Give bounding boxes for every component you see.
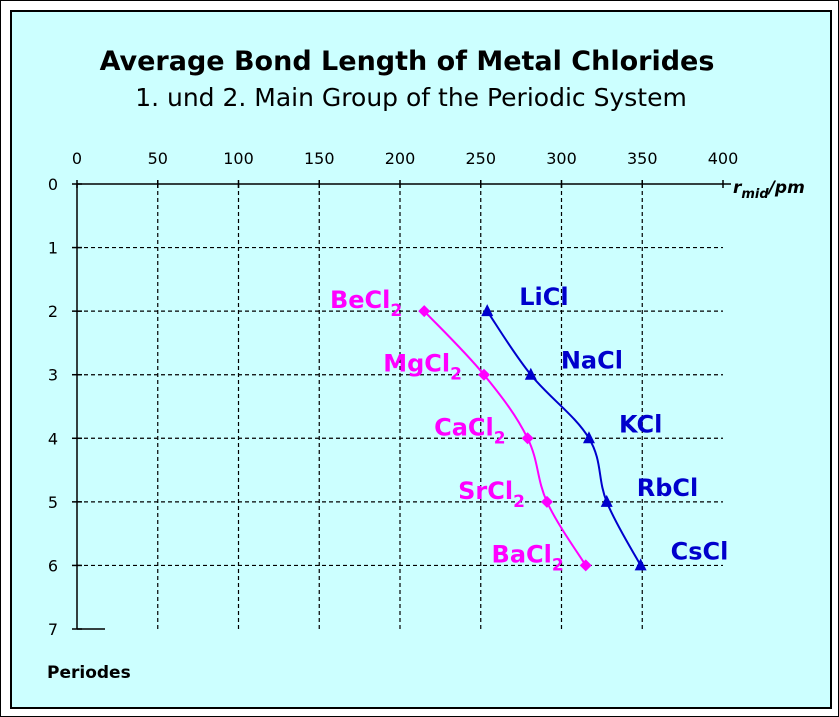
data-point-marker [418,305,431,318]
x-axis-label: rmid/pm [733,178,805,202]
y-tick-label: 0 [48,175,58,194]
y-axis-label: Periodes [47,663,131,683]
x-tick-label: 150 [304,149,335,168]
chart-subtitle: 1. und 2. Main Group of the Periodic Sys… [135,83,687,112]
x-tick-label: 0 [72,149,82,168]
point-label: BeCl2 [330,286,402,321]
point-label-sub: 2 [450,365,462,385]
data-point-marker [481,304,494,317]
point-label-main: SrCl [458,477,513,505]
point-label-main: BeCl [330,286,390,314]
x-tick-label: 400 [708,149,739,168]
y-tick-label: 7 [48,620,58,639]
y-tick-label: 4 [48,429,58,448]
series: BeCl2MgCl2CaCl2SrCl2BaCl2LiClNaClKClRbCl… [330,283,728,575]
point-label-main: KCl [619,410,662,438]
point-label: BaCl2 [492,540,564,575]
y-tick-label: 5 [48,493,58,512]
data-point-marker [634,558,647,571]
point-label: RbCl [637,474,699,502]
x-tick-label: 100 [223,149,254,168]
point-label-main: MgCl [383,350,450,378]
data-point-marker [582,431,595,444]
x-tick-label: 250 [465,149,496,168]
data-point-marker [579,559,592,572]
point-label: NaCl [561,347,623,375]
y-tick-label: 1 [48,239,58,258]
x-tick-labels: 0 50 100 150 200 250 300 350 400 [72,149,738,168]
chart-title: Average Bond Length of Metal Chlorides [100,46,715,77]
y-tick-label: 3 [48,366,58,385]
series-group1: LiCl NaCl KCl RbCl CsCl [481,283,729,571]
x-tick-label: 200 [385,149,416,168]
point-label-main: BaCl [492,540,552,568]
data-point-marker [540,495,553,508]
point-label: LiCl [519,283,568,311]
axes [72,180,731,630]
data-point-marker [600,494,613,507]
y-tick-labels: 0 1 2 3 4 5 6 7 [48,175,58,639]
point-label-main: RbCl [637,474,699,502]
point-label: MgCl2 [383,350,462,385]
point-label-sub: 2 [494,428,506,448]
point-label-main: NaCl [561,347,623,375]
data-point-marker [477,368,490,381]
point-label: SrCl2 [458,477,525,512]
point-label-sub: 2 [390,301,402,321]
chart-panel [10,10,832,709]
point-label: CaCl2 [434,413,505,448]
data-point-marker [524,367,537,380]
point-label-main: LiCl [519,283,568,311]
y-tick-label: 2 [48,302,58,321]
point-label: KCl [619,410,662,438]
x-tick-label: 50 [148,149,168,168]
x-axis-label-sub: mid [741,187,769,202]
y-tick-label: 6 [48,556,58,575]
point-label-main: CsCl [671,537,729,565]
point-label-main: CaCl [434,413,494,441]
data-point-marker [521,432,534,445]
point-label-sub: 2 [513,492,525,512]
x-axis-label-unit: /pm [767,178,805,198]
grid-lines [77,184,723,629]
point-label: CsCl [671,537,729,565]
x-tick-label: 350 [627,149,658,168]
x-tick-label: 300 [546,149,577,168]
x-axis-label-main: r [733,178,743,198]
point-label-sub: 2 [552,555,564,575]
